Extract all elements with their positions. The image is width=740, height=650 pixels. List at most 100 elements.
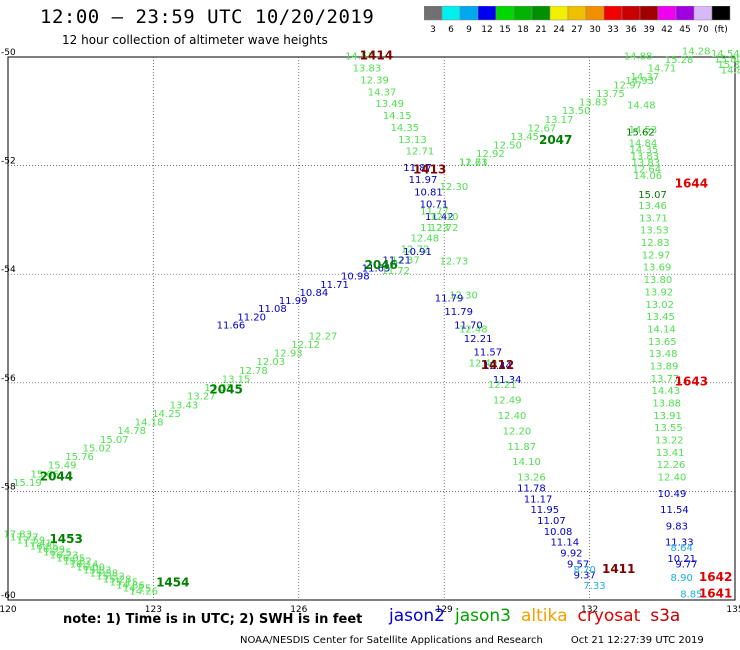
swh-value: 14.88 — [721, 65, 740, 76]
swh-value: 14.37 — [368, 87, 397, 98]
swh-value: 11.78 — [517, 483, 546, 494]
swh-value: 15.15 — [109, 578, 138, 589]
swh-value: 11.08 — [258, 304, 287, 315]
satellite-legend: jason2 jason3 altika cryosat s3a — [389, 606, 690, 626]
swh-value: 15.32 — [96, 572, 125, 583]
swh-value: 11.23 — [420, 223, 449, 234]
swh-value: 12.97 — [613, 81, 642, 92]
swh-value: 13.92 — [644, 287, 673, 298]
swh-value: 10.98 — [341, 272, 370, 283]
swh-value: 12.50 — [493, 140, 522, 151]
satellite-jason3: jason3 — [455, 606, 511, 626]
pass-label: 2047 — [539, 133, 572, 147]
swh-value: 14.57 — [345, 52, 374, 63]
swh-value: 10.49 — [658, 489, 687, 500]
legend-label: 42 — [661, 25, 672, 35]
legend-label: 36 — [625, 25, 637, 35]
swh-value: 13.26 — [517, 473, 546, 484]
swh-value: 13.45 — [510, 132, 539, 143]
swh-value: 13.35 — [204, 383, 233, 394]
swh-value: 15.80 — [714, 54, 740, 65]
swh-value: 13.46 — [638, 201, 667, 212]
swh-value: 12.44 — [483, 361, 512, 372]
satellite-s3a: s3a — [650, 606, 681, 626]
swh-value: 11.20 — [237, 312, 266, 323]
pass-label: 1643 — [675, 375, 708, 389]
swh-value: 13.89 — [650, 361, 679, 372]
swh-value: 11.79 — [444, 307, 473, 318]
swh-value: 17.59 — [17, 536, 46, 547]
swh-value: 11.71 — [320, 280, 349, 291]
lat-tick-label: -50 — [1, 48, 16, 58]
swh-value: 13.49 — [375, 99, 404, 110]
swh-value: 12.72 — [430, 223, 459, 234]
swh-value: 12.21 — [488, 380, 517, 391]
swh-value: 12.71 — [406, 147, 435, 158]
swh-value: 14.35 — [630, 145, 659, 156]
swh-value: 14.48 — [627, 101, 656, 112]
swh-value: 13.41 — [656, 448, 685, 459]
swh-value: 10.21 — [667, 554, 696, 565]
swh-value: 11.87 — [507, 442, 536, 453]
swh-value: 13.53 — [640, 226, 669, 237]
swh-value: 16.23 — [50, 551, 79, 562]
pass-label: 1453 — [49, 532, 82, 546]
swh-value: 10.91 — [403, 247, 432, 258]
swh-value: 12.20 — [503, 426, 532, 437]
swh-value: 14.28 — [682, 46, 711, 57]
swh-value: 14.26 — [129, 587, 158, 598]
pass-label: 1412 — [481, 358, 514, 372]
swh-value: 17.83 — [3, 530, 32, 541]
swh-value: 12.12 — [291, 340, 320, 351]
footer-credit: NOAA/NESDIS Center for Satellite Applica… — [240, 635, 543, 646]
swh-value: 15.28 — [665, 55, 694, 66]
swh-value: 12.78 — [239, 366, 268, 377]
pass-label: 1413 — [413, 163, 446, 177]
legend-label: 6 — [448, 25, 454, 35]
swh-value: 13.22 — [655, 436, 684, 447]
swh-value: 11.07 — [537, 516, 566, 527]
swh-value: 13.27 — [187, 392, 216, 403]
swh-value: 16.99 — [37, 545, 66, 556]
swh-value: 12.83 — [641, 238, 670, 249]
swh-value: 8.64 — [671, 543, 693, 554]
swh-value: 13.48 — [649, 349, 678, 360]
pass-label: 1642 — [699, 570, 732, 584]
swh-value: 12.30 — [449, 291, 478, 302]
swh-value: 11.65 — [362, 263, 391, 274]
legend-label: 27 — [571, 25, 582, 35]
swh-value: 13.83 — [631, 152, 660, 163]
swh-value: 11.79 — [435, 293, 464, 304]
swh-value: 13.69 — [643, 263, 672, 274]
swh-value: 15.07 — [638, 190, 667, 201]
pass-label: 1644 — [675, 176, 708, 190]
swh-value: 12.73 — [440, 257, 469, 268]
pass-label: 1454 — [156, 575, 189, 589]
swh-value: 14.88 — [624, 52, 653, 63]
swh-value: 14.15 — [383, 111, 412, 122]
swh-value: 14.86 — [116, 581, 145, 592]
swh-value: 15.76 — [65, 452, 94, 463]
swh-value: 10.81 — [414, 187, 443, 198]
footer: NOAA/NESDIS Center for Satellite Applica… — [240, 635, 704, 646]
legend-label: 21 — [535, 25, 546, 35]
swh-value: 11.77 — [420, 206, 449, 217]
map-frame — [7, 56, 736, 601]
lat-tick-label: -56 — [1, 374, 16, 384]
lat-tick-label: -58 — [1, 482, 16, 492]
lat-tick-label: -52 — [1, 157, 16, 167]
pass-label: 1641 — [699, 586, 732, 600]
swh-value: 11.99 — [279, 296, 308, 307]
swh-value: 12.72 — [401, 244, 430, 255]
swh-value: 15.32 — [717, 60, 740, 71]
swh-value: 15.02 — [83, 443, 112, 454]
swh-value: 9.37 — [574, 570, 596, 581]
swh-value: 11.72 — [381, 266, 410, 277]
swh-value: 13.13 — [398, 135, 427, 146]
swh-value: 8.70 — [574, 565, 596, 576]
lon-tick-label: 123 — [145, 605, 162, 615]
swh-value: 16.14 — [70, 560, 99, 571]
swh-value: 8.85 — [680, 589, 702, 600]
swh-value: 12.67 — [528, 123, 557, 134]
